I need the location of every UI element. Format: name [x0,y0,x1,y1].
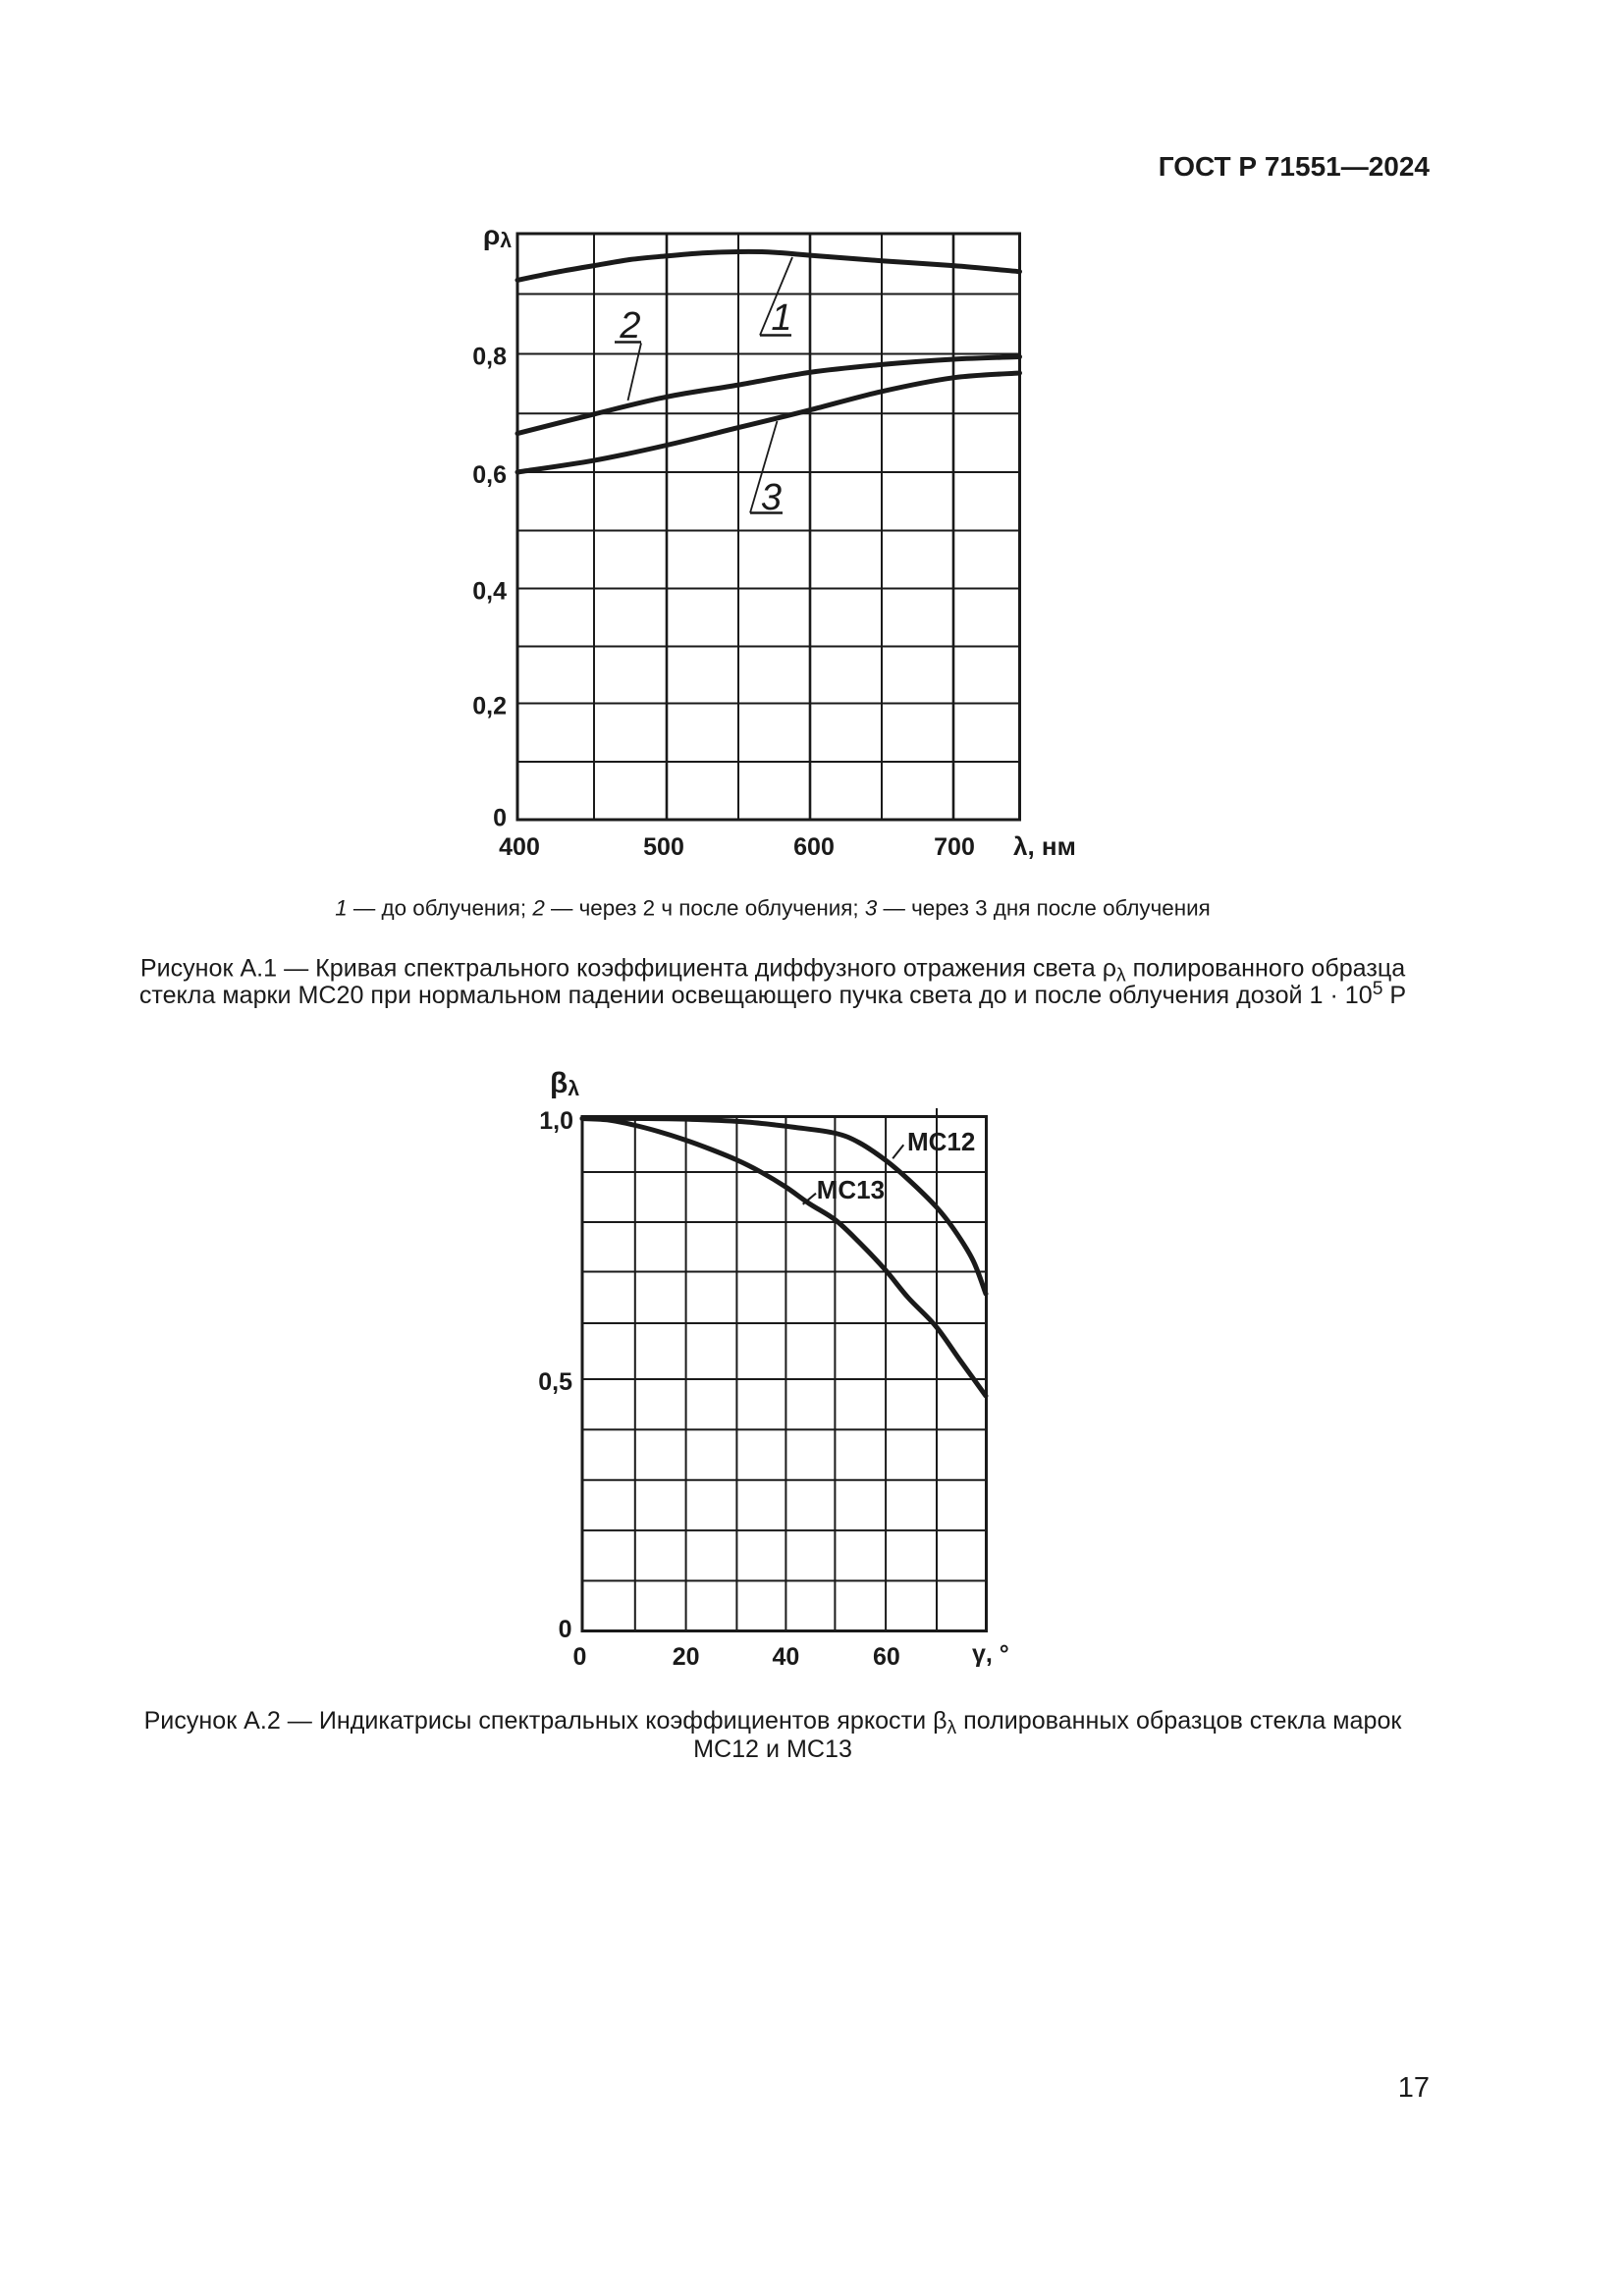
svg-text:60: 60 [873,1643,900,1671]
svg-text:МС12 и МС13: МС12 и МС13 [693,1735,852,1763]
svg-text:0,4: 0,4 [472,577,507,605]
svg-text:400: 400 [499,833,540,861]
svg-text:Рисунок А.1 — Кривая спектраль: Рисунок А.1 — Кривая спектрального коэфф… [140,955,1405,987]
svg-text:0: 0 [572,1643,586,1671]
svg-text:40: 40 [772,1643,799,1671]
svg-text:0,2: 0,2 [472,692,507,720]
svg-text:700: 700 [934,833,975,861]
svg-text:λ, нм: λ, нм [1013,831,1076,861]
svg-text:2: 2 [619,305,640,347]
svg-text:Рисунок А.2 — Индикатрисы спек: Рисунок А.2 — Индикатрисы спектральных к… [144,1707,1403,1738]
svg-text:МС12: МС12 [907,1127,975,1156]
svg-text:стекла марки МС20 при нормальн: стекла марки МС20 при нормальном падении… [139,979,1406,1009]
svg-text:1: 1 [771,297,791,339]
svg-text:0: 0 [493,805,507,832]
svg-text:γ, °: γ, ° [972,1640,1009,1668]
svg-text:1 — до облучения; 2 — через 2: 1 — до облучения; 2 — через 2 ч после об… [335,896,1211,921]
svg-text:0,5: 0,5 [538,1368,572,1396]
svg-text:МС13: МС13 [817,1175,885,1204]
svg-text:0,8: 0,8 [472,343,507,370]
svg-text:ГОСТ Р 71551—2024: ГОСТ Р 71551—2024 [1159,151,1431,182]
svg-text:500: 500 [643,833,684,861]
svg-text:0,6: 0,6 [472,461,507,489]
svg-text:600: 600 [793,833,835,861]
svg-text:βλ: βλ [550,1067,579,1100]
svg-text:20: 20 [673,1643,700,1671]
svg-text:ρλ: ρλ [483,220,512,252]
svg-text:1,0: 1,0 [539,1107,573,1135]
svg-text:0: 0 [559,1616,572,1643]
svg-text:3: 3 [761,477,782,518]
svg-text:17: 17 [1398,2072,1430,2104]
